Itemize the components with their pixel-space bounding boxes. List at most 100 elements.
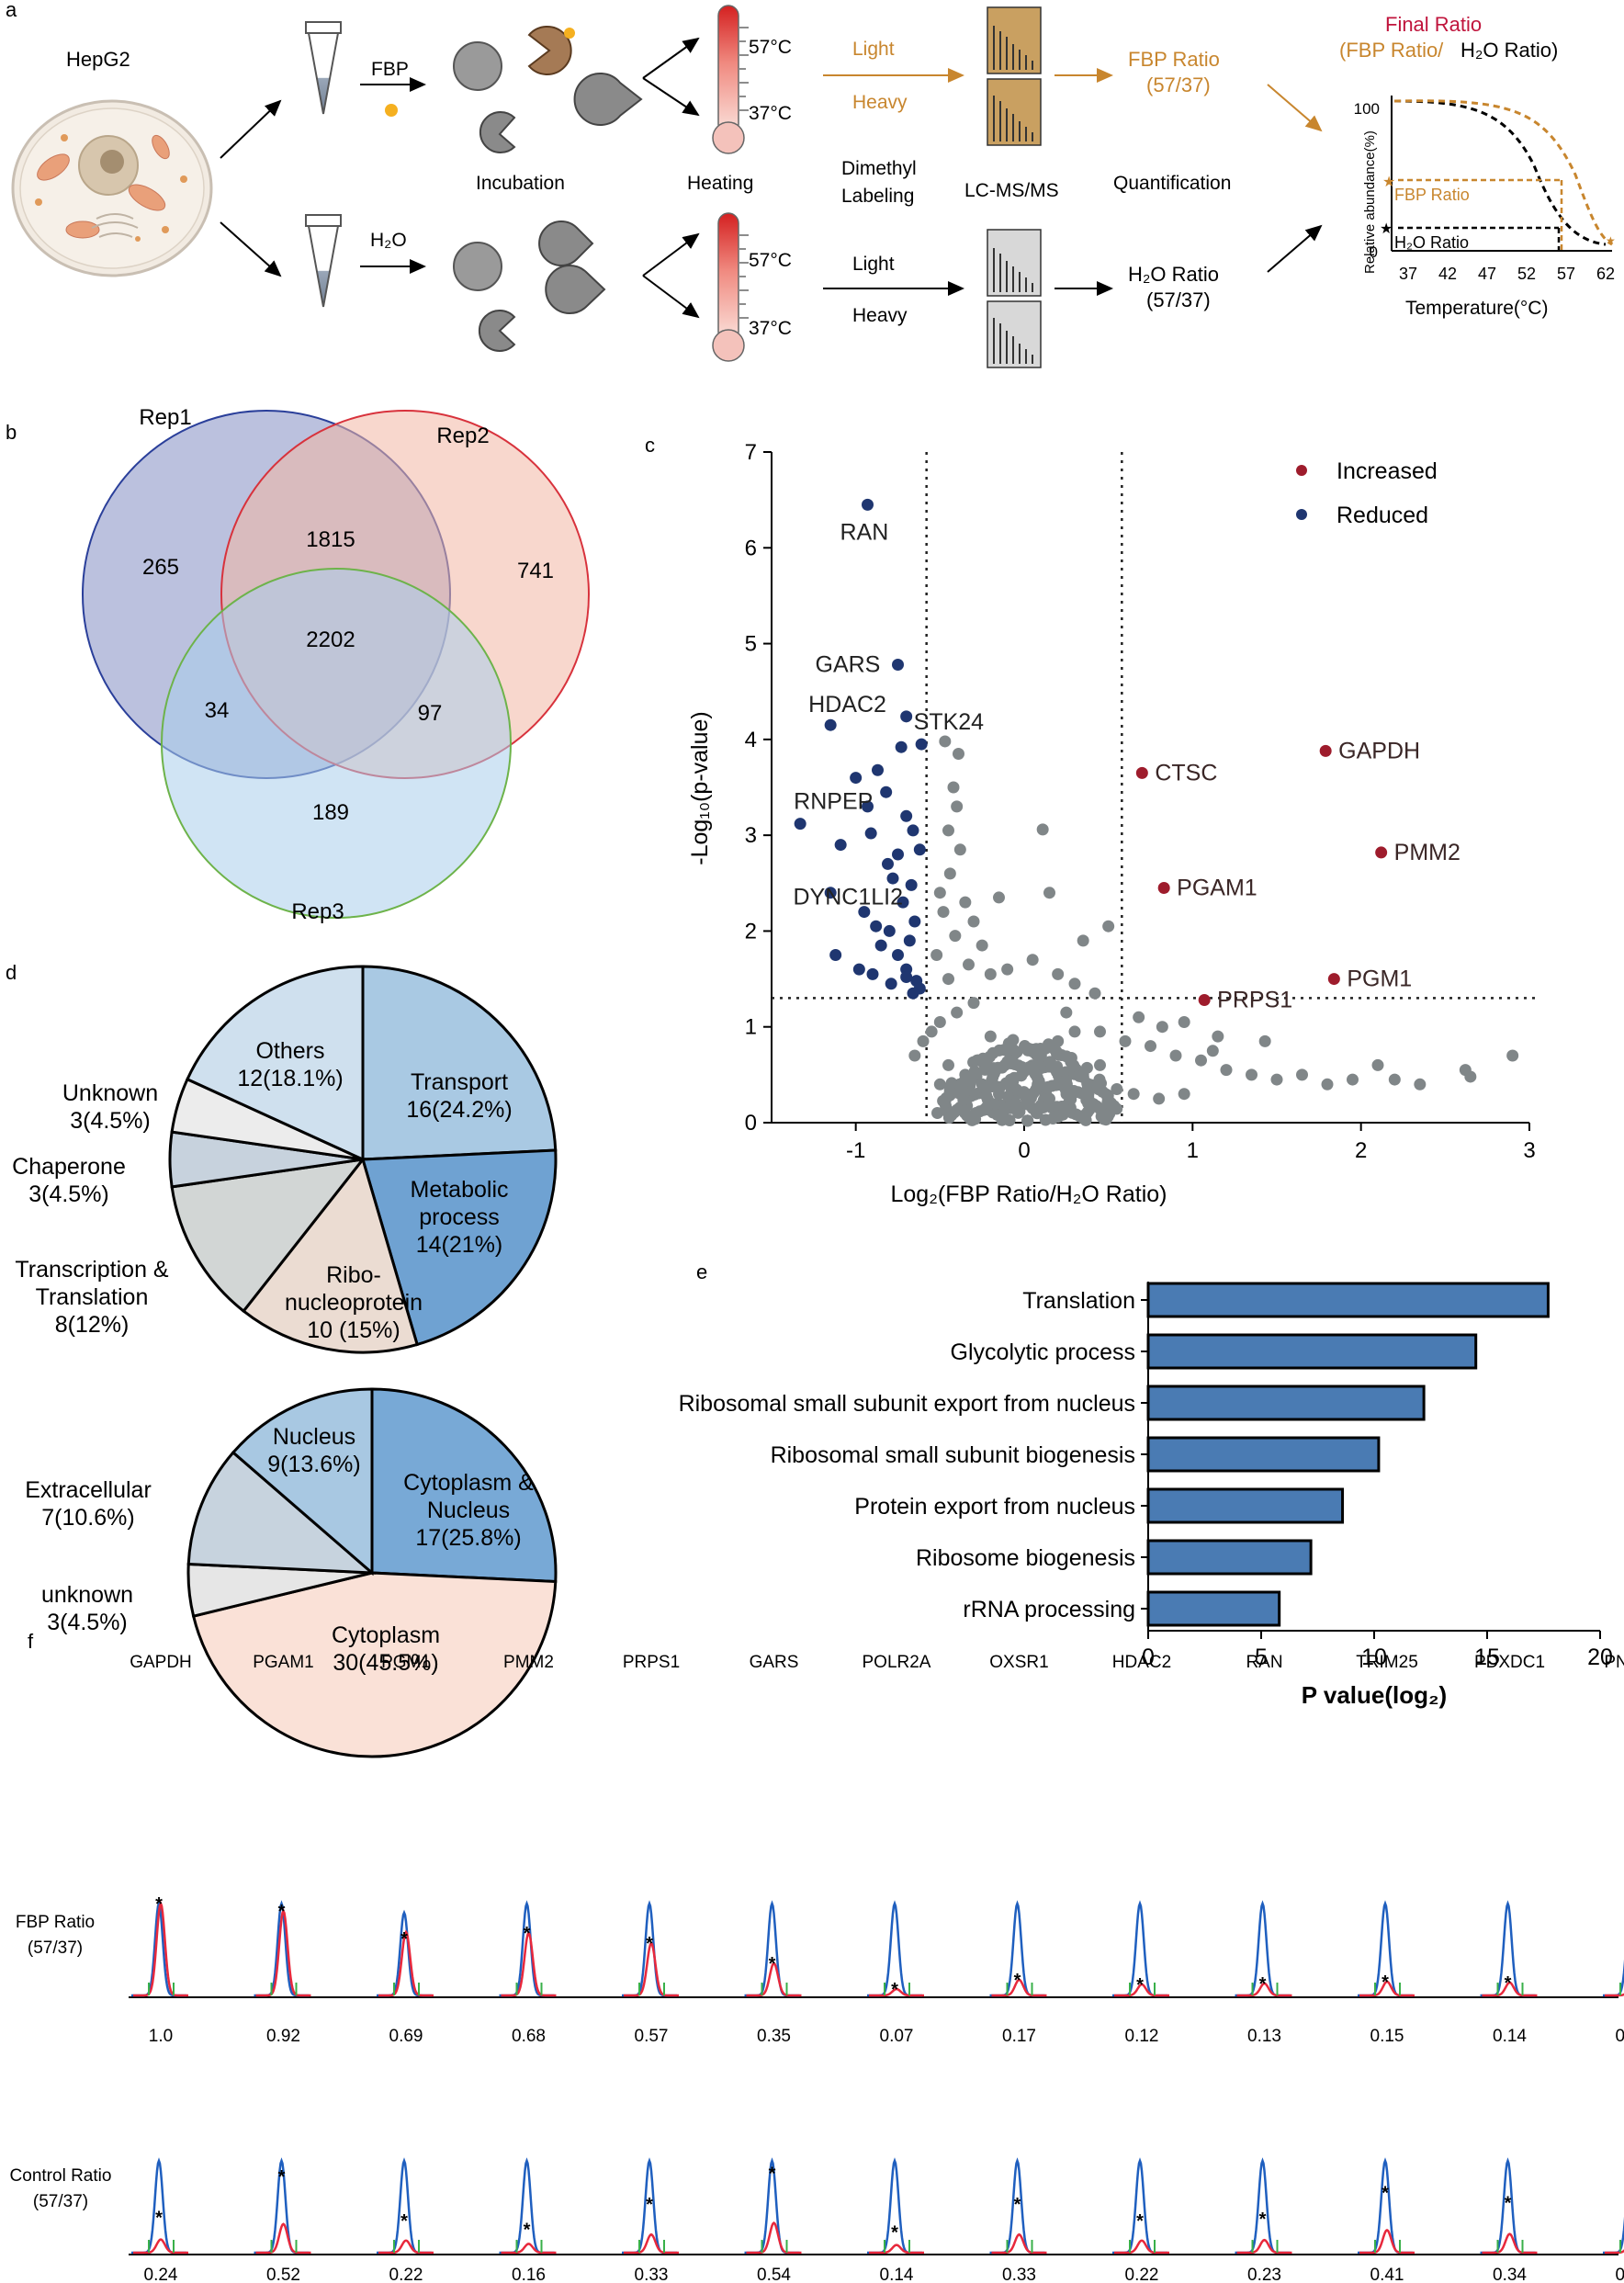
volcano-label-reduced: DYNC1LI2 [794,884,904,910]
volcano-point-background [980,1101,993,1113]
label-light-top: Light [852,39,895,60]
venn-label-rep2: Rep2 [436,424,489,448]
protein-name: PRPS1 [623,1653,680,1672]
peak-control-red [624,2232,679,2255]
peak-fbp-red [1482,1981,1538,1997]
peak-control-blue [1112,2157,1167,2255]
pie-label: 3(4.5%) [47,1610,128,1635]
arrow-final-top [1267,84,1323,132]
volcano-point-nonsignificant [1018,1064,1031,1077]
venn-label-rep3: Rep3 [291,899,344,924]
peak-control-red [255,2222,311,2255]
arrow-split-top [220,99,282,159]
protein-name: PGAM1 [253,1653,314,1672]
volcano-point-nonsignificant [967,915,980,928]
volcano-point-nonsignificant [1082,1097,1095,1110]
peak-fbp-marker: * [400,1929,408,1950]
treatment-fbp-label: FBP [371,59,409,80]
volcano-point-reduced [885,978,897,990]
volcano-point-increased [1198,994,1211,1007]
volcano-point-nonsignificant [953,843,966,856]
peak-fbp-blue [744,1900,800,1997]
bar-category-label: Ribosomal small subunit export from nucl… [679,1391,1135,1417]
peak-control-blue [377,2157,432,2255]
volcano-label-reduced: HDAC2 [808,692,886,718]
volcano-point-nonsignificant [1001,1045,1014,1057]
volcano-point-reduced [850,772,863,785]
volcano-label-increased: GAPDH [1338,738,1420,763]
volcano-point-reduced [866,967,879,980]
venn-count-rep1-rep2: 1815 [306,527,355,552]
step-lcms: LC-MS/MS [964,180,1059,201]
volcano-ytick-label: 1 [745,1015,757,1040]
control-ratio-value: 0.16 [512,2266,546,2283]
bar [1146,1487,1345,1524]
mini-xtick: 42 [1438,265,1457,283]
volcano-point-reduced [900,710,913,723]
volcano-point-reduced [870,920,883,932]
volcano-label-increased: PMM2 [1394,840,1460,865]
fbp-ratio-sub: (57/37) [1146,73,1211,96]
mini-xlabel: Temperature(°C) [1405,298,1548,319]
venn-count-rep1-rep3: 34 [205,698,230,723]
peak-fbp-marker: * [646,1934,653,1954]
final-ratio-title: Final Ratio [1385,13,1482,36]
volcano-point-background [1060,1074,1073,1087]
volcano-labels: GAPDH CTSC PMM2 PGAM1 PGM1 PRPS1 RAN GARS STK24 H… [794,519,1460,1012]
pie-slice [370,1387,558,1584]
peak-control-red [1359,2228,1415,2255]
fbp-ratio-value: 0.17 [1002,2027,1036,2046]
venn-circle-rep3 [161,568,512,919]
volcano-point-nonsignificant [953,748,964,760]
volcano-point-nonsignificant [963,958,975,971]
pie-label: 7(10.6%) [41,1505,134,1531]
volcano-point-nonsignificant [1371,1058,1384,1071]
peak-fbp-marker: * [1136,1975,1144,1995]
volcano-point-nonsignificant [1246,1068,1257,1081]
row-label-control-sub: (57/37) [33,2192,88,2211]
volcano-point-nonsignificant [959,896,972,909]
svg-text:★: ★ [1380,221,1393,237]
volcano-point-nonsignificant [1156,1021,1168,1034]
pie-label: Extracellular [25,1477,152,1503]
peak-fbp-blue [499,1900,555,1997]
volcano-xtick-label: 3 [1523,1138,1535,1163]
protein-name: GAPDH [130,1653,192,1672]
control-ratio-value: 0.33 [1002,2266,1036,2283]
volcano-point-nonsignificant [942,973,954,986]
peak-control-marker: * [1259,2210,1267,2230]
fbp-ratio-value: 0.12 [1125,2027,1159,2046]
volcano-ytick-label: 7 [745,440,757,465]
peak-control-marker: * [1014,2195,1021,2215]
volcano-point-increased [1135,766,1148,779]
pie-label: Translation [36,1284,149,1310]
fbp-ratio-value: 0.69 [389,2027,423,2046]
volcano-point-nonsignificant [1036,823,1049,836]
volcano-point-nonsignificant [1178,1016,1190,1028]
volcano-point-nonsignificant [1347,1073,1359,1086]
volcano-point-nonsignificant [942,824,954,837]
step-incubation: Incubation [476,173,565,194]
fbp-ratio-value: 0.68 [512,2027,546,2046]
volcano-point-background [1079,1113,1092,1126]
pie-label: 14(21%) [416,1232,503,1258]
volcano-xtick-label: -1 [846,1138,865,1163]
volcano-point-reduced [824,718,837,731]
fbp-ratio-value: 0.14 [1493,2027,1527,2046]
volcano-point-nonsignificant [930,949,943,961]
peak-control-marker: * [524,2220,531,2240]
peak-fbp-marker: * [1014,1971,1021,1991]
ms-spectrum-icons [987,6,1042,368]
peak-fbp-red [1359,1980,1415,1997]
volcano-point-nonsignificant [933,1016,946,1028]
volcano-point-nonsignificant [1043,887,1055,899]
volcano-ytick-label: 0 [745,1111,757,1136]
venn-count-rep1-only: 265 [142,555,179,580]
volcano-xtick-label: 1 [1187,1138,1199,1163]
volcano-point-nonsignificant [1414,1078,1427,1091]
peak-control-marker: * [1382,2183,1389,2203]
volcano-point-nonsignificant [1052,967,1065,980]
volcano-point-nonsignificant [947,781,960,794]
volcano-point-nonsignificant [1127,1088,1140,1101]
arrow-heat-top-37 [642,77,700,117]
